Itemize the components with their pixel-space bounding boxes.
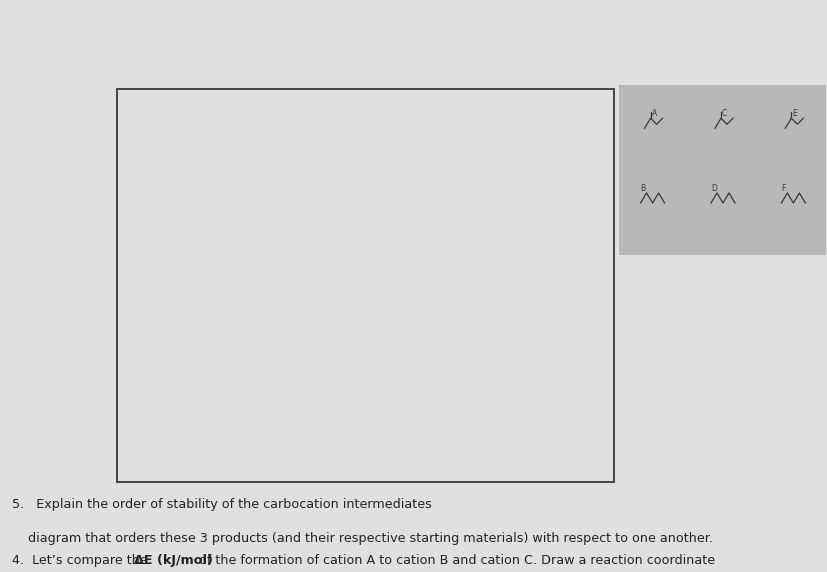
Text: D: D [710, 184, 716, 193]
Text: 4.  Let’s compare the: 4. Let’s compare the [12, 554, 151, 567]
Text: B: B [640, 184, 645, 193]
Text: ΔE (kJ/mol): ΔE (kJ/mol) [134, 554, 213, 567]
Bar [117, 89, 614, 482]
Text: A: A [651, 109, 656, 118]
Text: 5.   Explain the order of stability of the carbocation intermediates: 5. Explain the order of stability of the… [12, 498, 432, 511]
Text: of the formation of cation A to cation B and cation C. Draw a reaction coordinat: of the formation of cation A to cation B… [195, 554, 715, 567]
Bar [619, 85, 825, 255]
Text: C: C [721, 109, 726, 118]
Text: diagram that orders these 3 products (and their respective starting materials) w: diagram that orders these 3 products (an… [12, 532, 712, 545]
Text: F: F [781, 184, 785, 193]
Text: E: E [791, 109, 796, 118]
